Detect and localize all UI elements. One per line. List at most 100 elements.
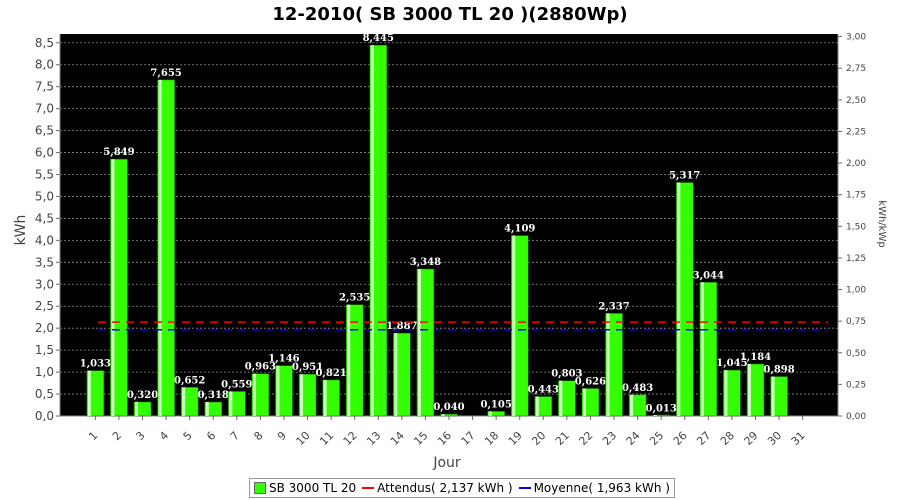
legend-item-moyenne: Moyenne( 1,963 kWh ) [518,481,670,495]
x-tick-label: 14 [388,429,407,448]
y-tick-label: 8,0 [35,58,54,72]
x-tick-label: 21 [553,429,572,448]
bar-highlight [205,402,209,416]
y-tick-label: 6,0 [35,146,54,160]
x-tick-label: 8 [251,429,265,443]
x-tick-label: 29 [742,429,761,448]
y-right-tick-label: 2,25 [846,127,866,137]
data-label: 8,445 [363,33,394,44]
x-tick-label: 7 [228,429,242,443]
legend-item-series: SB 3000 TL 20 [254,481,356,495]
data-label: 2,535 [339,293,370,304]
chart-legend: SB 3000 TL 20 Attendus( 2,137 kWh ) Moye… [249,478,675,498]
data-label: 0,318 [198,390,229,401]
y-right-tick-label: 2,50 [846,96,866,106]
x-tick-label: 1 [86,429,100,443]
bar-highlight [488,411,492,416]
legend-label-attendus: Attendus( 2,137 kWh ) [377,481,513,495]
bar-highlight [323,379,327,416]
bar-highlight [135,401,139,416]
data-label: 1,033 [80,359,111,370]
y-tick-label: 4,0 [35,233,54,247]
x-tick-label: 31 [789,429,808,448]
data-label: 5,317 [669,171,700,182]
y-tick-label: 5,5 [35,168,54,182]
data-label: 2,337 [598,301,629,312]
y-tick-label: 8,5 [35,36,54,50]
y-tick-label: 5,0 [35,189,54,203]
bar-highlight [300,374,304,416]
x-tick-label: 19 [506,429,525,448]
bar-highlight [535,396,539,416]
y-tick-label: 1,0 [35,365,54,379]
data-label: 7,655 [150,68,181,79]
x-tick-label: 30 [765,429,784,448]
x-axis-title: Jour [432,455,461,471]
data-label: 3,348 [410,257,441,268]
x-tick-label: 6 [204,429,218,443]
data-label: 0,963 [245,362,276,373]
legend-label-series: SB 3000 TL 20 [269,481,357,495]
y-right-tick-label: 0,00 [846,412,866,422]
bar-highlight [394,333,398,416]
y-tick-label: 2,0 [35,321,54,335]
data-label: 0,040 [433,402,464,413]
bar-highlight [512,235,516,416]
data-label: 0,559 [221,379,252,390]
x-tick-label: 25 [647,429,666,448]
bar-highlight [370,45,374,416]
chart-title: 12-2010( SB 3000 TL 20 )(2880Wp) [272,4,628,25]
y-right-tick-label: 1,25 [846,254,866,264]
legend-label-moyenne: Moyenne( 1,963 kWh ) [533,481,670,495]
y-tick-label: 0,0 [35,409,54,423]
data-label: 0,803 [551,369,582,380]
y-right-tick-label: 0,50 [846,349,866,359]
y-right-tick-label: 1,00 [846,286,866,296]
bar-highlight [582,388,586,416]
legend-swatch-moyenne [518,487,531,489]
y-right-tick-label: 2,75 [846,64,866,74]
x-tick-label: 12 [341,429,360,448]
bar-highlight [441,414,445,416]
y-tick-label: 3,5 [35,255,54,269]
bar-highlight [276,365,280,416]
bar-highlight [630,394,634,416]
bar-chart: 0,0 0,5 1,0 1,5 2,0 2,5 3,0 3,5 4,0 4,5 5,0 5,5 6,0 6… [13,33,887,471]
data-label: 3,044 [693,270,724,281]
legend-swatch-attendus [362,487,375,489]
legend-item-attendus: Attendus( 2,137 kWh ) [362,481,513,495]
x-tick-label: 13 [364,429,383,448]
data-label: 1,146 [268,354,299,365]
data-label: 0,821 [315,368,346,379]
x-tick-label: 3 [133,429,147,443]
data-label: 5,849 [103,147,134,158]
bar-highlight [700,282,704,416]
x-tick-label: 9 [275,429,289,443]
y-tick-label: 7,0 [35,102,54,116]
data-label: 4,109 [504,224,535,235]
y-right-tick-label: 0,25 [846,380,866,390]
x-tick-label: 28 [718,429,737,448]
x-tick-label: 10 [294,429,313,448]
data-label: 0,626 [575,377,606,388]
y-tick-label: 6,5 [35,124,54,138]
x-tick-label: 15 [411,429,430,448]
y-right-tick-label: 2,00 [846,159,866,169]
bar-highlight [87,370,91,416]
data-label: 0,320 [127,390,158,401]
bar-highlight [158,79,162,416]
x-tick-label: 17 [459,429,478,448]
bar-highlight [653,415,657,416]
bar-highlight [559,380,563,416]
bar-highlight [111,159,115,417]
data-label: 0,652 [174,375,205,386]
data-label: 0,443 [528,385,559,396]
y-right-axis-title: kWh/kWp [876,200,887,247]
data-label: 0,951 [292,362,323,373]
data-label: 0,483 [622,383,653,394]
y-tick-label: 2,5 [35,299,54,313]
data-label: 0,013 [646,403,677,414]
bar-highlight [347,304,351,416]
y-tick-label: 4,5 [35,211,54,225]
y-right-tick-label: 0,75 [846,317,866,327]
